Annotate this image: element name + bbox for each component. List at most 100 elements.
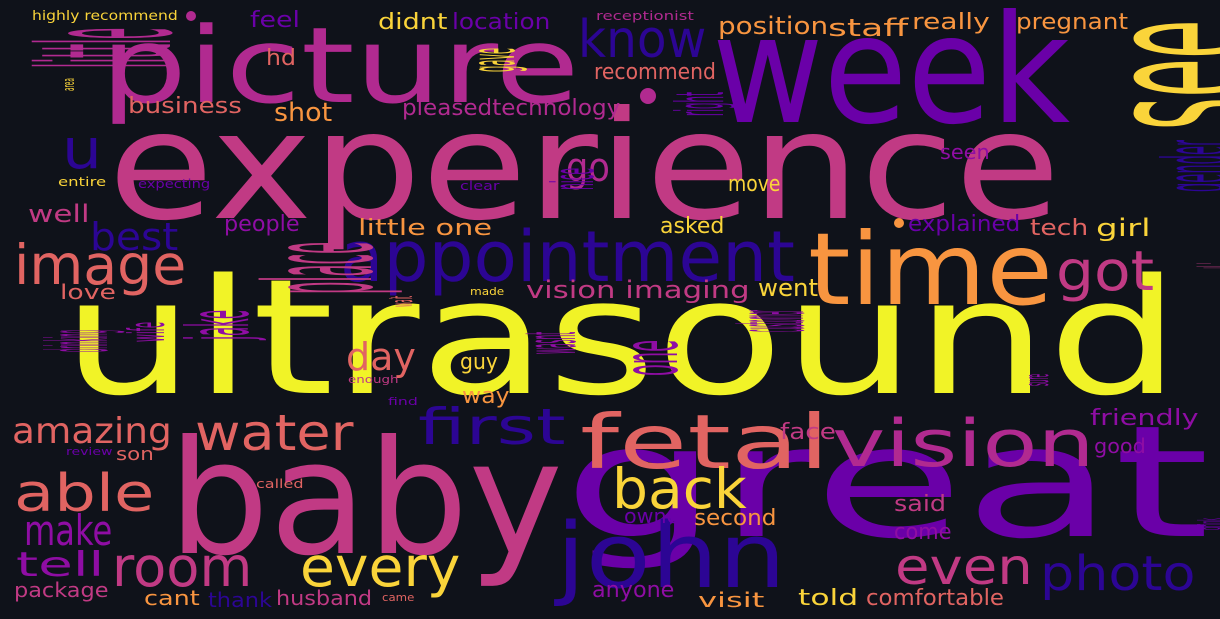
word-really: really xyxy=(912,10,990,35)
word-didnt: didnt xyxy=(378,10,448,35)
word-find: find xyxy=(388,395,418,408)
word-vision: vision xyxy=(832,407,1095,482)
word-make: make xyxy=(24,506,113,555)
word-shot: shot xyxy=(274,98,333,128)
word-vision-imaging: vision imaging xyxy=(526,276,750,304)
word-great: great xyxy=(563,392,1210,573)
word-husband: husband xyxy=(276,586,373,610)
word-john: john xyxy=(556,504,787,609)
word-came: came xyxy=(382,591,415,604)
word-receptionist: receptionist xyxy=(596,9,694,23)
word-pregnant: pregnant xyxy=(1016,10,1129,35)
decorative-dot xyxy=(186,11,196,21)
word-tech: tech xyxy=(1030,216,1089,241)
word-area: area xyxy=(59,78,78,91)
word-jake: jake xyxy=(169,309,269,340)
word-called: called xyxy=(256,477,304,491)
word-able: able xyxy=(14,464,155,524)
word-expecting: expecting xyxy=(138,177,211,191)
word-entire: entire xyxy=(58,175,107,189)
word-appointment: appointment xyxy=(340,216,795,298)
word-good: good xyxy=(1094,434,1146,458)
word-go: go xyxy=(566,145,610,191)
word-love: love xyxy=(60,280,116,304)
word-drink: drink xyxy=(1193,517,1220,530)
word-got: got xyxy=(1056,239,1155,303)
word-package: package xyxy=(14,578,109,602)
word-gender: gender xyxy=(1144,140,1220,192)
word-day: day xyxy=(346,335,416,379)
word-seen: seen xyxy=(940,140,990,164)
word-well: well xyxy=(28,200,90,228)
word-told: told xyxy=(798,586,859,611)
word-way: way xyxy=(462,384,510,409)
word-friendly: friendly xyxy=(1090,406,1199,431)
word-ultrasound: ultrasound xyxy=(62,244,1181,431)
word-thank: thank xyxy=(208,588,273,612)
word-amazing: amazing xyxy=(12,411,172,452)
word-enough: enough xyxy=(348,373,399,386)
decorative-dot xyxy=(640,88,656,104)
word-visit: visit xyxy=(698,588,765,612)
word-wife: wife xyxy=(118,321,176,342)
word-move: move xyxy=(728,172,781,197)
word-first: first xyxy=(418,398,566,456)
decorative-dot xyxy=(894,218,904,228)
word-customer: customer xyxy=(714,309,826,332)
word-business: business xyxy=(128,94,242,119)
word-said: said xyxy=(894,492,947,517)
word-picture: picture xyxy=(100,5,580,127)
word-image: image xyxy=(14,233,187,297)
word-time: time xyxy=(808,211,1053,328)
word-explained: explained xyxy=(908,212,1021,237)
word-anyone: anyone xyxy=(592,578,675,603)
word-asked: asked xyxy=(660,214,725,239)
word-girl: girl xyxy=(1096,214,1151,242)
word-people: people xyxy=(224,212,300,237)
word-everything: everything xyxy=(1175,257,1220,280)
word-feel: feel xyxy=(250,8,300,33)
word-experience: experience xyxy=(108,80,1061,254)
word-place: place xyxy=(234,241,406,294)
word-little-one: little one xyxy=(358,216,493,241)
word-gave: gave xyxy=(456,47,529,72)
word-right: right xyxy=(662,91,739,116)
word-wait: wait xyxy=(385,295,420,307)
word-location: location xyxy=(452,10,551,35)
word-little: little xyxy=(1,27,213,68)
word-went: went xyxy=(758,274,819,302)
word-come: come xyxy=(894,520,952,545)
word-see: see xyxy=(1058,19,1220,130)
word-owner: owner xyxy=(624,504,688,528)
word-cant: cant xyxy=(144,586,200,610)
word-clear: clear xyxy=(460,179,500,193)
word-son: son xyxy=(116,444,154,465)
word-position: position xyxy=(718,12,829,40)
word-pleasedtechnology: pleasedtechnology xyxy=(402,96,621,121)
word-even: even xyxy=(895,538,1033,596)
word-best: best xyxy=(90,215,179,259)
word-photo: photo xyxy=(1040,546,1196,602)
word-week: week xyxy=(712,0,1071,158)
word-every: every xyxy=(300,535,461,599)
word-wasnt: wasnt xyxy=(510,331,592,354)
word-face: face xyxy=(780,420,836,445)
word-room: room xyxy=(112,535,253,599)
word-one: one xyxy=(606,339,696,376)
word-know: know xyxy=(578,10,707,70)
word-made: made xyxy=(470,285,505,298)
word-tell: tell xyxy=(16,545,105,585)
word-baby: baby xyxy=(168,407,563,591)
word-nice: nice xyxy=(539,167,607,190)
word-staff: staff xyxy=(828,14,909,42)
word-comfortable: comfortable xyxy=(866,586,1004,611)
word-water: water xyxy=(195,404,354,462)
word-highly-recommend: highly recommend xyxy=(32,9,178,24)
word-second: second xyxy=(694,506,777,531)
word-fetal: fetal xyxy=(580,398,830,486)
word-review: review xyxy=(66,445,113,458)
word-drinking: drinking xyxy=(29,330,127,352)
word-recommend: recommend xyxy=(594,60,716,85)
word-guy: guy xyxy=(460,350,498,375)
